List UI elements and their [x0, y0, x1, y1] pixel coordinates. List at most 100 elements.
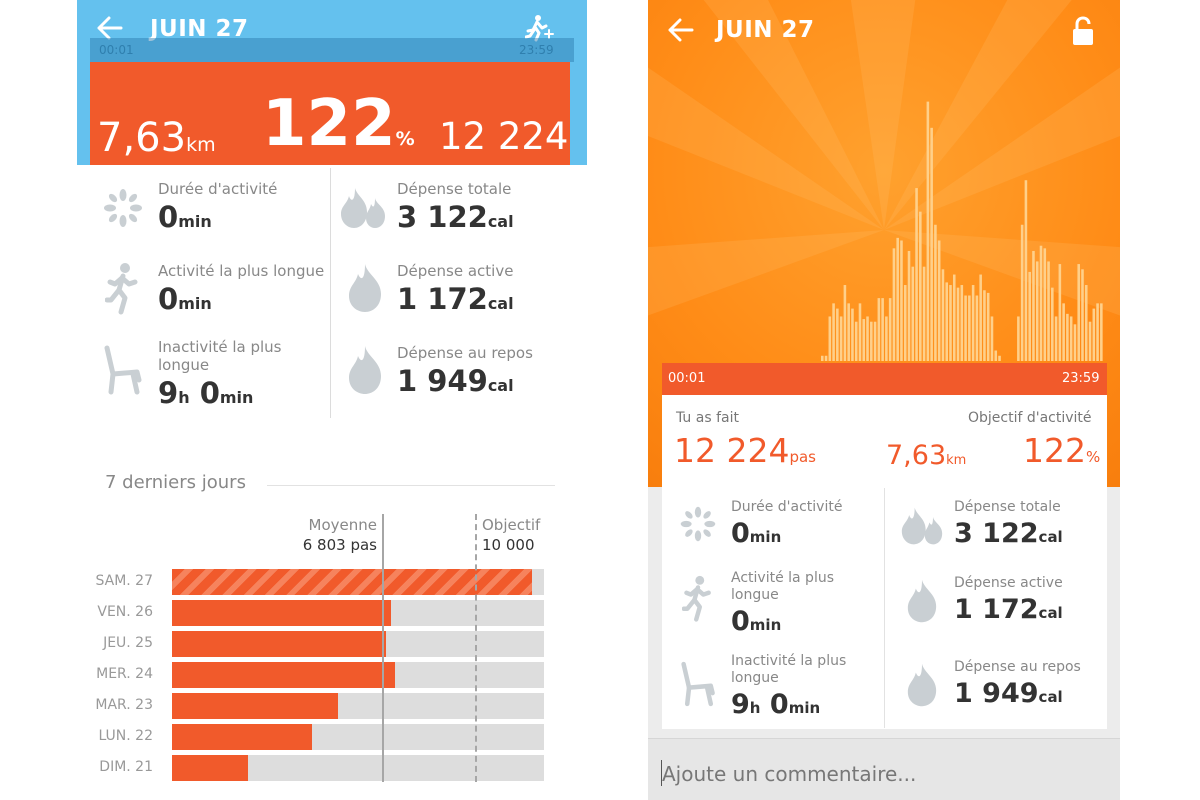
week-bar-row[interactable]: VEN. 26	[77, 600, 557, 626]
stat-value: 9h 0min	[158, 376, 254, 410]
double-flame-icon	[339, 184, 387, 236]
steps-value: 12 224pas	[674, 431, 816, 470]
week-bar-row[interactable]: JEU. 25	[77, 631, 557, 657]
stat-value: 0min	[158, 200, 212, 234]
running-man-add-icon[interactable]	[524, 14, 555, 46]
activity-bar	[1069, 316, 1073, 361]
activity-bar	[1081, 269, 1084, 361]
stat-label: Durée d'activité	[158, 180, 278, 198]
activity-bar	[934, 224, 937, 361]
comment-input[interactable]: Ajoute un commentaire...	[662, 762, 917, 786]
activity-bar	[919, 211, 922, 361]
stat-active-expense: Dépense active 1 172cal	[954, 575, 1063, 625]
flame-icon	[347, 344, 383, 400]
activity-bar	[885, 316, 888, 361]
stat-value: 0min	[731, 518, 782, 549]
activity-bar	[1100, 303, 1103, 361]
stat-value: 1 949cal	[397, 364, 514, 398]
timeline-bar[interactable]	[662, 363, 1107, 395]
activity-bar	[922, 266, 926, 361]
activity-bar	[1039, 245, 1043, 361]
burst-icon	[101, 186, 145, 234]
activity-bar	[1096, 303, 1099, 361]
timeline-end: 23:59	[519, 43, 554, 57]
text-caret	[661, 760, 662, 786]
goal-label: Objectif	[482, 516, 541, 534]
bar-track	[172, 724, 544, 750]
activity-bar	[983, 290, 986, 361]
activity-bar	[854, 321, 858, 361]
double-flame-icon	[900, 504, 944, 552]
activity-bar	[1066, 313, 1069, 361]
week-bar-row[interactable]: MER. 24	[77, 662, 557, 688]
stat-label: Inactivité la plus longue	[158, 338, 282, 374]
stat-label-line2: longue	[731, 587, 779, 603]
activity-bar	[945, 282, 949, 361]
activity-bar	[1077, 264, 1080, 361]
stat-value: 1 949cal	[954, 678, 1063, 709]
stat-longest-activity: Activité la plus longue 0min	[731, 570, 834, 637]
average-label: Moyenne	[308, 516, 377, 534]
sunburst-rays	[648, 0, 1120, 316]
activity-bar	[881, 298, 884, 361]
flame-icon	[906, 662, 938, 712]
distance-value: 7,63km	[886, 440, 967, 471]
stat-active-expense: Dépense active 1 172cal	[397, 262, 514, 316]
unlocked-padlock-icon[interactable]	[1072, 16, 1094, 50]
activity-bar	[911, 266, 915, 361]
stat-longest-inactivity: Inactivité la plus longue 9h 0min	[731, 653, 846, 720]
page-title: JUIN 27	[150, 16, 249, 42]
stat-resting-expense: Dépense au repos 1 949cal	[954, 659, 1081, 709]
activity-bar	[832, 303, 835, 361]
stat-activity-duration: Durée d'activité 0min	[731, 499, 842, 549]
activity-bar	[907, 250, 911, 361]
activity-bar	[843, 285, 847, 361]
bar-track	[172, 755, 544, 781]
stat-value: 3 122cal	[397, 200, 514, 234]
stat-value: 1 172cal	[954, 594, 1063, 625]
stat-label: Dépense au repos	[954, 659, 1081, 675]
stat-value: 9h 0min	[731, 689, 821, 720]
stat-label: Dépense active	[397, 262, 514, 280]
back-arrow-icon[interactable]	[97, 16, 123, 45]
week-bar-row[interactable]: DIM. 21	[77, 755, 557, 781]
stats-divider	[330, 168, 331, 418]
week-bar-row[interactable]: MAR. 23	[77, 693, 557, 719]
activity-bar	[892, 248, 896, 361]
activity-bar	[975, 295, 979, 361]
runner-icon	[104, 262, 141, 320]
stat-total-expense: Dépense totale 3 122cal	[397, 180, 514, 234]
activity-bar	[1088, 321, 1092, 361]
back-arrow-icon[interactable]	[668, 18, 694, 47]
stat-label: Inactivité la plus	[731, 653, 847, 669]
activity-bar	[820, 355, 824, 361]
week-bar-row[interactable]: SAM. 27	[77, 569, 557, 595]
stat-label: Dépense active	[954, 575, 1063, 591]
activity-bar	[1047, 261, 1050, 361]
stat-longest-inactivity: Inactivité la plus longue 9h 0min	[158, 338, 308, 410]
day-label: DIM. 21	[99, 759, 153, 775]
burst-icon	[678, 504, 718, 548]
activity-chart[interactable]	[648, 0, 1120, 363]
week-bar-row[interactable]: LUN. 22	[77, 724, 557, 750]
activity-bar	[986, 292, 990, 361]
bar-fill	[172, 693, 338, 719]
activity-bar	[915, 188, 918, 361]
activity-bar	[971, 285, 975, 361]
activity-bar	[952, 274, 956, 361]
comment-box[interactable]	[648, 738, 1120, 800]
bar-track	[172, 569, 544, 595]
stat-value: 3 122cal	[954, 518, 1063, 549]
activity-bar	[994, 350, 998, 361]
activity-bar	[862, 319, 866, 361]
day-label: MAR. 23	[95, 697, 153, 713]
flame-icon	[906, 578, 938, 628]
timeline-bar[interactable]	[90, 38, 574, 62]
app-bar: JUIN 27	[77, 0, 587, 62]
activity-bar	[1092, 308, 1096, 361]
summary-card	[662, 395, 1107, 487]
goal-value: 10 000	[482, 536, 535, 554]
stat-longest-activity: Activité la plus longue 0min	[158, 262, 324, 316]
day-label: JEU. 25	[103, 635, 153, 651]
stat-label-line2: longue	[731, 670, 779, 686]
